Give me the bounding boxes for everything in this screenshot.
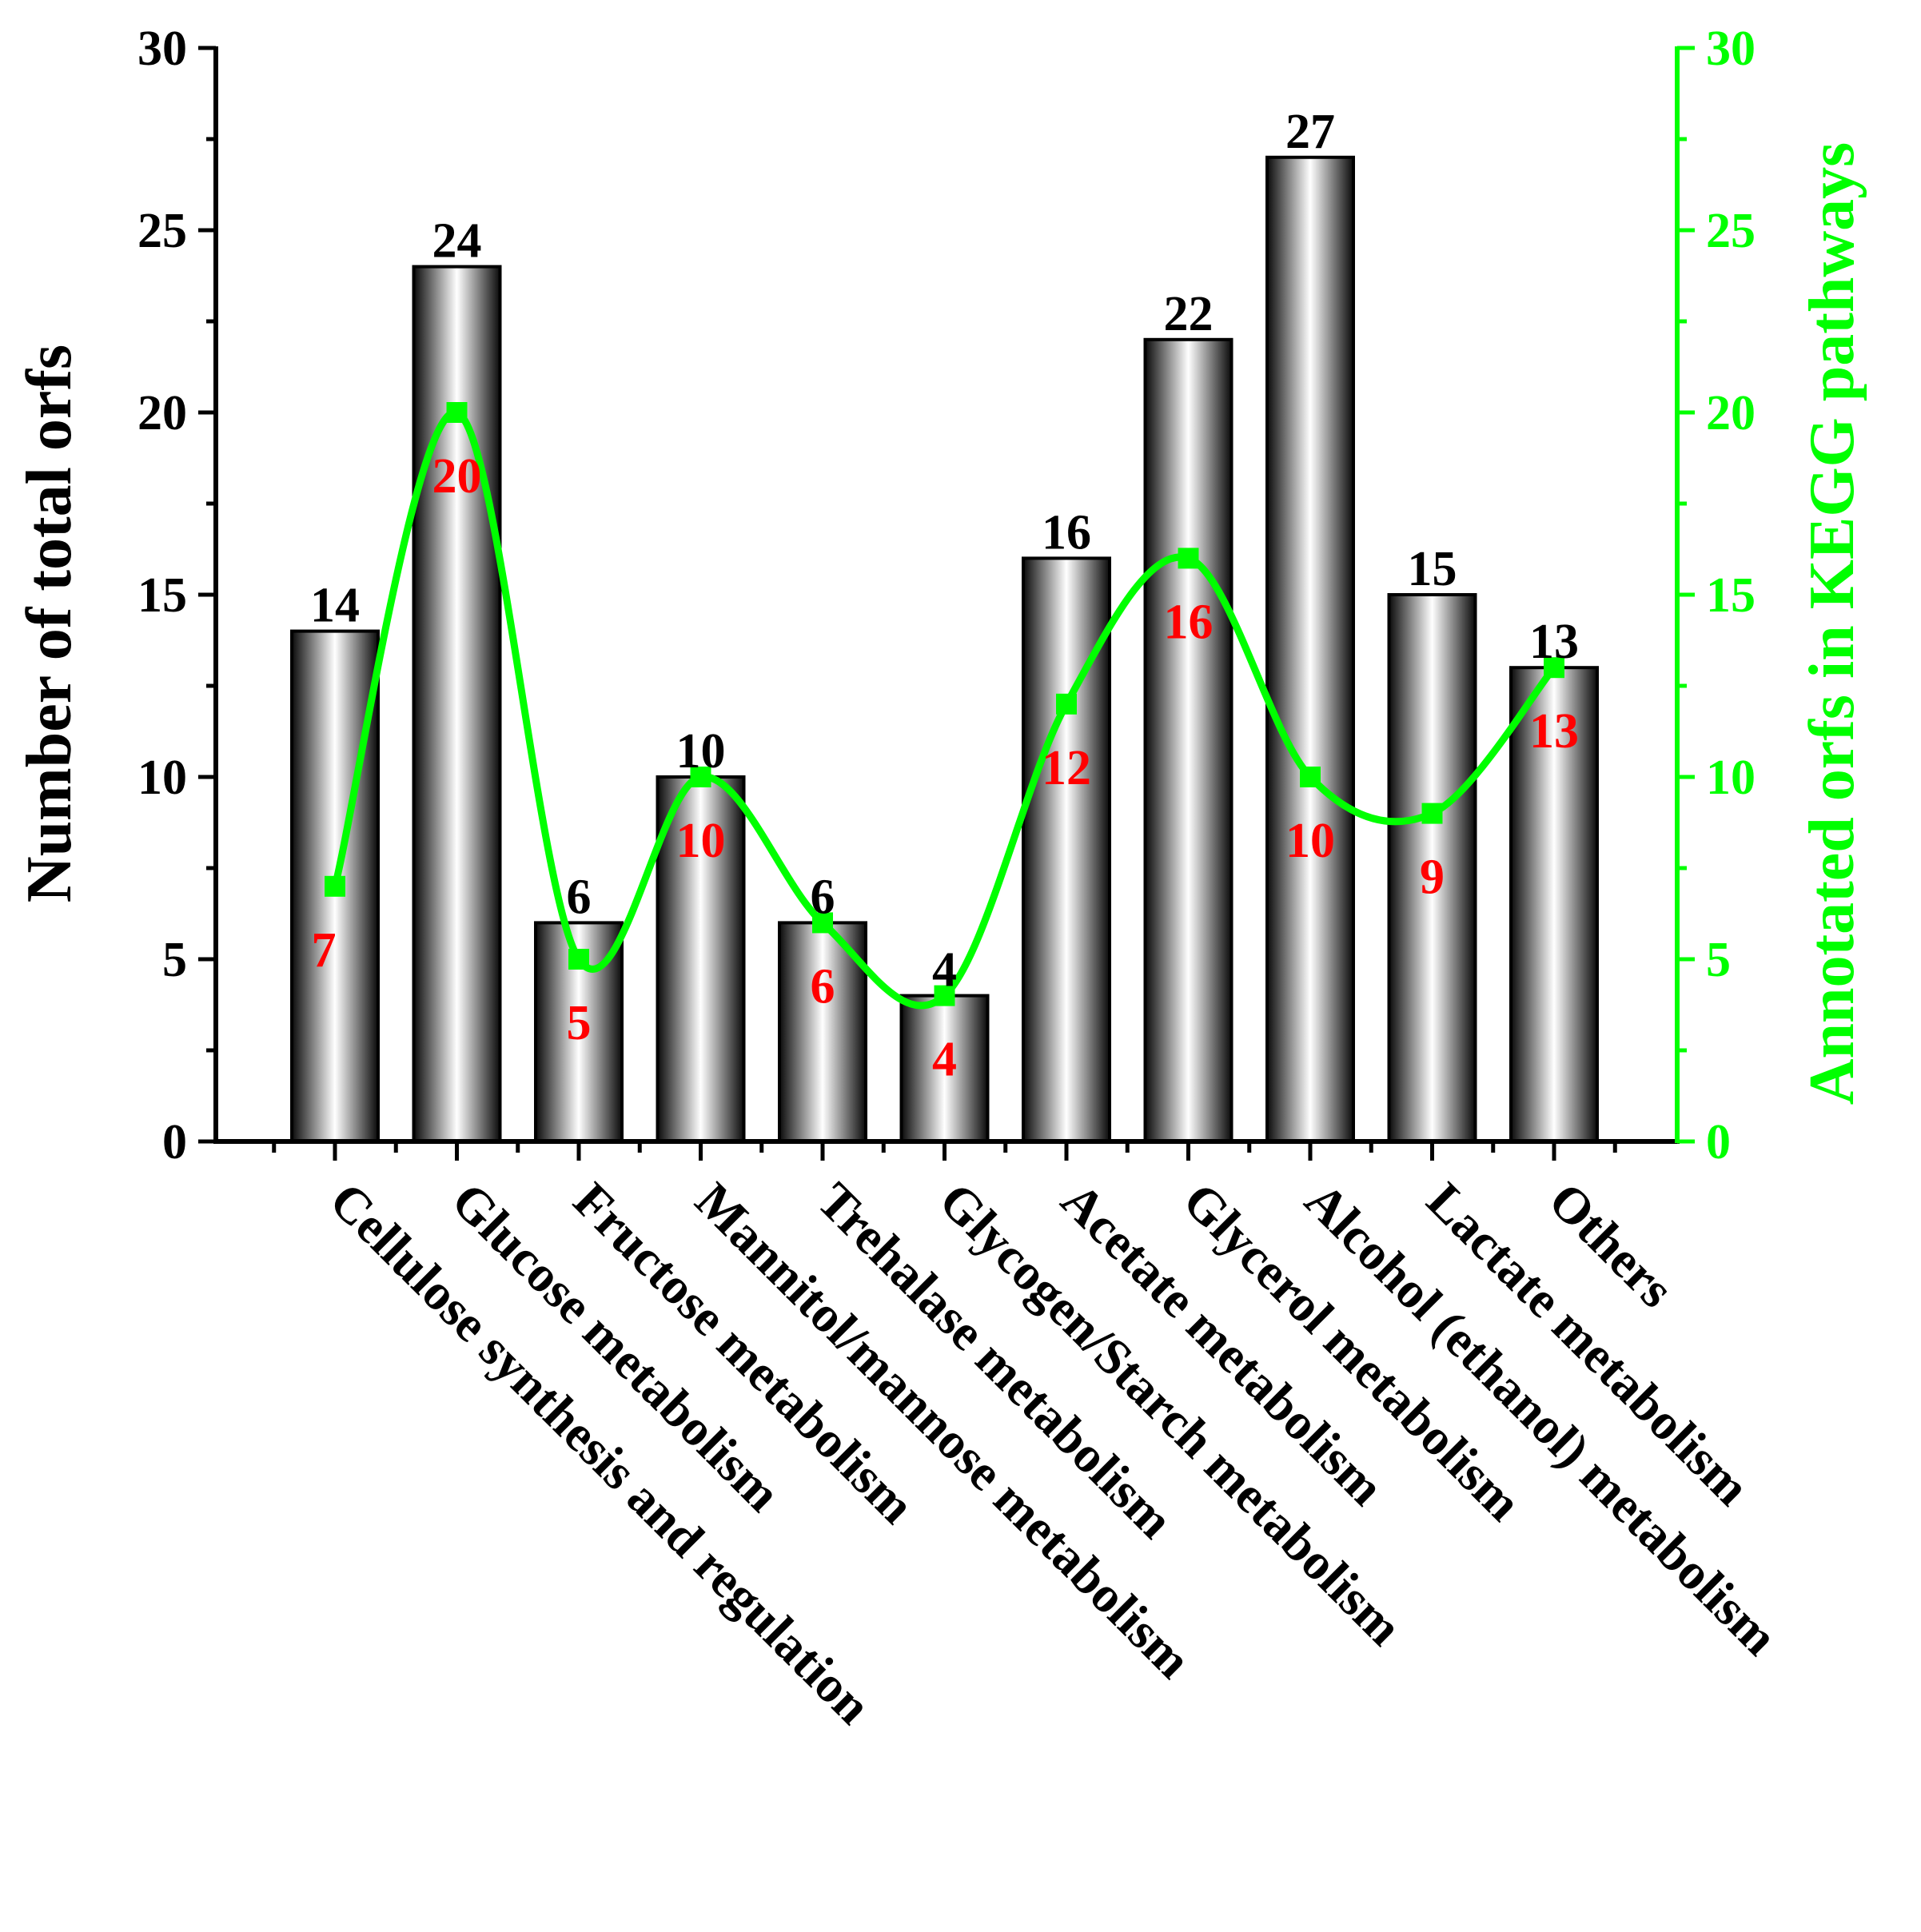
line-marker-10 — [1544, 657, 1564, 679]
y-tick-label-left: 20 — [137, 386, 187, 440]
line-value-label: 9 — [1420, 850, 1445, 905]
y-tick-label-right: 30 — [1706, 22, 1756, 76]
bar-10 — [1509, 666, 1599, 1143]
y-tick-label-right: 20 — [1706, 386, 1756, 440]
line-marker-3 — [690, 767, 711, 787]
line-value-label: 10 — [1285, 814, 1335, 868]
line-value-label: 16 — [1164, 595, 1214, 649]
line-value-label: 4 — [932, 1033, 957, 1087]
bar-value-label: 27 — [1285, 105, 1335, 159]
bar-value-label: 4 — [932, 943, 957, 998]
y-tick-label-right: 5 — [1706, 933, 1731, 987]
line-series — [325, 402, 1564, 1010]
bar-value-label: 10 — [676, 724, 726, 779]
line-value-label: 13 — [1529, 704, 1579, 759]
bar-value-label: 22 — [1164, 287, 1214, 341]
line-marker-4 — [812, 912, 833, 934]
line-marker-0 — [325, 875, 345, 897]
line-marker-1 — [446, 402, 468, 423]
axes: 0 0 5 5 10 10 15 15 20 20 25 25 30 30 — [137, 22, 1756, 1169]
line-path — [331, 408, 1557, 1010]
bar-series — [290, 155, 1599, 1144]
bar-value-label: 6 — [567, 870, 592, 924]
bar-value-label: 24 — [432, 214, 482, 269]
bar-value-label: 13 — [1529, 615, 1579, 669]
bar-9 — [1387, 593, 1477, 1143]
y-tick-label-left: 5 — [162, 933, 187, 987]
line-marker-5 — [934, 985, 955, 1006]
bar-1 — [412, 265, 502, 1144]
bar-7 — [1143, 337, 1234, 1143]
y-tick-label-left: 10 — [137, 751, 187, 805]
line-marker-2 — [568, 949, 589, 970]
line-value-label: 20 — [432, 449, 482, 504]
line-marker-7 — [1178, 548, 1199, 569]
line-marker-6 — [1056, 693, 1077, 715]
line-marker-9 — [1421, 803, 1443, 824]
y-tick-label-right: 10 — [1706, 751, 1756, 805]
bar-value-label: 15 — [1408, 542, 1457, 596]
y-tick-label-left: 30 — [137, 22, 187, 76]
y-tick-label-left: 0 — [162, 1115, 187, 1169]
bar-3 — [656, 775, 746, 1143]
line-value-label: 7 — [312, 923, 337, 978]
bar-value-label: 16 — [1042, 505, 1091, 560]
y-tick-label-right: 15 — [1706, 568, 1756, 623]
y-axis-title-right: Annotated orfs in KEGG pathways — [1797, 142, 1867, 1105]
bar-8 — [1265, 155, 1355, 1143]
line-value-label: 5 — [567, 996, 592, 1050]
y-axis-title-left: Number of total orfs — [14, 345, 85, 902]
line-marker-8 — [1300, 767, 1321, 787]
y-tick-label-right: 25 — [1706, 204, 1756, 258]
y-tick-label-right: 0 — [1706, 1115, 1731, 1169]
bar-value-label: 14 — [310, 579, 360, 633]
bar-value-label: 6 — [811, 870, 835, 924]
bar-5 — [899, 994, 990, 1143]
line-value-label: 6 — [811, 959, 835, 1014]
line-value-label: 10 — [676, 814, 726, 868]
y-tick-label-left: 25 — [137, 204, 187, 258]
y-tick-label-left: 15 — [137, 568, 187, 623]
line-value-label: 12 — [1042, 741, 1091, 795]
